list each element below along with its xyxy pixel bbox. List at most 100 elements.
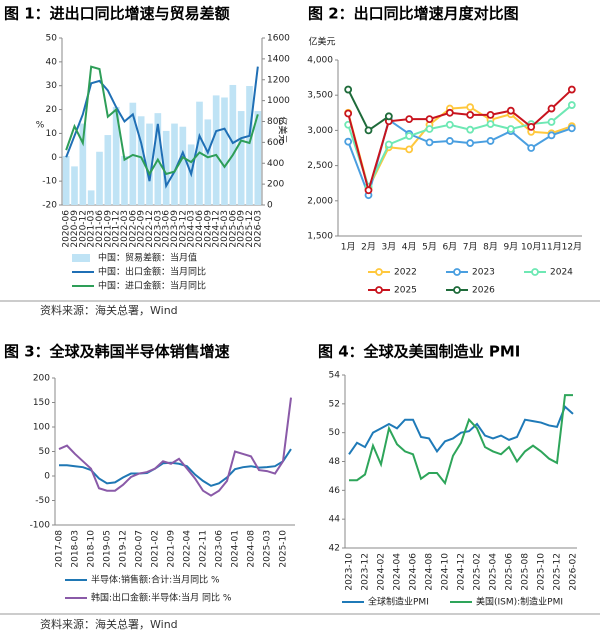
bar: [121, 155, 128, 205]
x-tick-label: 2025-08: [521, 553, 531, 591]
y-axis-label: 亿美元: [308, 36, 335, 48]
legend-label: 2025: [394, 286, 417, 296]
y-tick-label: -10: [42, 177, 57, 187]
y-tick-label: 2,000: [307, 196, 333, 206]
point: [486, 111, 495, 119]
y-tick-label: 4,000: [307, 56, 333, 66]
x-tick-label: 2024-01: [231, 530, 241, 568]
legend-label: 美国(ISM):制造业PMI: [476, 596, 563, 608]
point: [506, 125, 515, 133]
x-tick-label: 2023-09: [170, 210, 180, 248]
point: [344, 85, 353, 94]
x-tick-label: 2025-03: [263, 530, 273, 568]
y2-tick-label: 1000: [267, 96, 290, 106]
y-tick-label: 50: [46, 34, 58, 44]
bar: [71, 166, 78, 205]
source-note: 资料来源：海关总署，Wind: [40, 303, 178, 317]
chart-title: 图 2：出口同比增速月度对比图: [308, 5, 519, 23]
x-tick-label: 2021-09: [167, 530, 177, 568]
x-tick-label: 2024-09: [203, 210, 213, 248]
point: [425, 138, 434, 147]
x-tick-label: 2022-09: [137, 210, 147, 248]
series-line: [347, 89, 390, 132]
point: [466, 111, 475, 119]
series-line: [348, 405, 574, 455]
y-tick-label: 10: [46, 129, 58, 139]
point: [384, 140, 393, 149]
legend-label: 全球制造业PMI: [368, 596, 429, 608]
x-tick-label: 2018-10: [87, 530, 97, 568]
chart-title: 图 1：进出口同比增速与贸易差额: [4, 5, 230, 23]
x-tick-label: 2023-10: [345, 553, 355, 591]
point: [425, 115, 434, 124]
point: [527, 122, 536, 131]
legend-label: 中国：贸易差额：当月值: [98, 252, 197, 264]
point: [567, 85, 576, 94]
x-tick-label: 2023-12: [178, 210, 188, 248]
y-tick-label: -50: [35, 496, 50, 506]
x-tick-label: 2022-12: [145, 210, 155, 248]
x-tick-label: 3月: [381, 242, 396, 253]
x-tick-label: 2023-12: [361, 553, 371, 591]
y-tick-label: 48: [329, 457, 341, 467]
x-tick-label: 2020-07: [135, 530, 145, 568]
x-tick-label: 2025-06: [228, 210, 238, 248]
x-tick-label: 1月: [341, 242, 356, 253]
x-tick-label: 2018-03: [71, 530, 81, 568]
point: [486, 120, 495, 128]
x-tick-label: 2月: [361, 242, 376, 253]
x-tick-label: 2024-06: [409, 553, 419, 591]
bar: [254, 111, 262, 205]
y-tick-label: 0: [44, 472, 50, 482]
y-tick-label: 200: [33, 374, 50, 384]
series-line: [347, 88, 573, 194]
x-tick-label: 2022-03: [120, 210, 130, 248]
bar: [96, 151, 103, 205]
y2-tick-label: 1200: [267, 75, 290, 85]
point: [344, 109, 353, 118]
y-tick-label: 46: [329, 486, 341, 496]
x-tick-label: 2019-12: [119, 530, 129, 568]
y-tick-label: 2,500: [307, 161, 333, 171]
x-tick-label: 2025-04: [489, 553, 499, 591]
y-tick-label: 42: [329, 544, 340, 554]
y-tick-label: 1,500: [307, 232, 333, 242]
y-tick-label: -20: [42, 201, 57, 211]
bar: [162, 130, 170, 205]
chart-title: 图 4：全球及美国制造业 PMI: [318, 343, 520, 361]
bar: [79, 123, 87, 205]
point: [384, 112, 393, 121]
point: [405, 132, 414, 140]
legend-marker: [531, 268, 539, 276]
bar: [104, 135, 112, 205]
x-tick-label: 2023-03: [153, 210, 163, 248]
x-tick-label: 2019-05: [103, 530, 113, 568]
x-tick-label: 2025-10: [279, 530, 289, 568]
point: [567, 124, 576, 133]
bar: [112, 106, 120, 205]
bar: [237, 111, 245, 205]
x-tick-label: 2021-09: [103, 210, 113, 248]
x-tick-label: 8月: [483, 242, 498, 253]
bar: [221, 97, 228, 205]
x-tick-label: 2025-12: [553, 553, 563, 591]
x-tick-label: 2024-12: [212, 210, 222, 248]
series-line: [59, 448, 292, 487]
point: [445, 137, 454, 145]
point: [547, 131, 556, 140]
legend-label: 2026: [472, 286, 495, 296]
x-tick-label: 11月: [541, 242, 561, 253]
x-tick-label: 2026-02: [569, 553, 579, 591]
y-tick-label: 54: [329, 371, 341, 381]
legend-label: 中国：出口金额：当月同比: [98, 266, 206, 278]
x-tick-label: 6月: [442, 242, 457, 253]
y-tick-label: 150: [33, 398, 50, 408]
y2-tick-label: 800: [267, 117, 284, 127]
x-tick-label: 2024-08: [247, 530, 257, 568]
point: [466, 139, 475, 147]
x-tick-label: 2024-12: [457, 553, 467, 591]
point: [547, 118, 556, 126]
y-axis-label: %: [36, 121, 45, 131]
point: [567, 101, 576, 109]
